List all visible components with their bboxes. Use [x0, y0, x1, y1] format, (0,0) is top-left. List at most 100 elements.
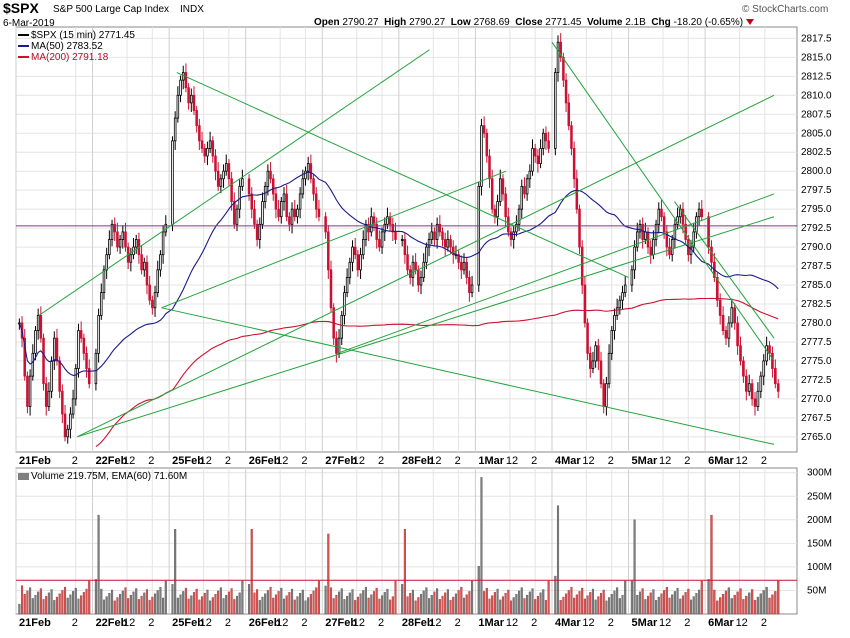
volume-x-tick-label: 12	[659, 617, 671, 629]
candle-body	[28, 375, 32, 407]
candle-body	[214, 155, 217, 172]
volume-bar	[391, 596, 394, 615]
candle-body	[644, 231, 647, 240]
volume-bar	[274, 594, 277, 615]
volume-bar	[649, 592, 652, 615]
volume-bar	[444, 592, 447, 615]
candle-body	[477, 185, 481, 286]
price-x-tick-label: 2	[301, 455, 307, 467]
price-x-tick-label: 26Feb	[249, 455, 281, 467]
trendline	[176, 72, 629, 278]
legend-price-text: $SPX (15 min) 2771.45	[31, 30, 135, 41]
candle-body	[34, 330, 37, 354]
volume-bar	[225, 594, 228, 615]
candle-body	[528, 170, 532, 180]
candle-body	[422, 261, 425, 278]
volume-bar	[74, 587, 77, 615]
volume-bar	[190, 595, 193, 615]
volume-bar	[174, 529, 177, 615]
volume-bar	[156, 590, 159, 615]
candle-body	[520, 185, 524, 210]
volume-bar	[616, 587, 619, 615]
volume-bar	[219, 587, 222, 615]
volume-bar	[411, 589, 414, 615]
candle-body	[771, 352, 774, 369]
price-tick-label: 2765.0	[801, 432, 832, 443]
volume-bar	[644, 599, 647, 615]
candle-body	[736, 322, 739, 347]
candle-body	[689, 246, 693, 256]
candle-body	[230, 178, 233, 202]
candle-body	[623, 284, 627, 294]
volume-bar	[315, 587, 318, 615]
volume-bar	[539, 592, 542, 615]
down-arrow-icon	[746, 19, 755, 26]
volume-x-tick-label: 2	[301, 617, 307, 629]
volume-bar	[504, 593, 507, 615]
volume-bar	[201, 596, 204, 615]
candle-body	[227, 163, 231, 180]
volume-bar	[417, 597, 420, 615]
candle-body	[63, 413, 67, 438]
volume-bar	[209, 600, 212, 615]
candle-body	[327, 231, 330, 271]
volume-bar	[250, 529, 253, 615]
volume-bar	[375, 587, 378, 615]
candle-body	[345, 277, 349, 294]
trendline	[38, 49, 430, 316]
volume-value: 2.1B	[625, 17, 646, 28]
price-tick-label: 2775.0	[801, 356, 832, 367]
candle-body	[335, 337, 338, 354]
candle-body	[82, 337, 86, 354]
candle-body	[206, 148, 209, 157]
candle-body	[241, 178, 244, 187]
price-tick-label: 2802.5	[801, 147, 832, 158]
volume-bar	[460, 586, 463, 615]
volume-bar	[692, 596, 695, 615]
candle-body	[159, 254, 162, 271]
price-tick-label: 2817.5	[801, 33, 832, 44]
candle-body	[618, 299, 622, 309]
volume-bar	[660, 593, 663, 615]
candle-body	[304, 170, 307, 180]
candle-body	[288, 216, 291, 225]
candle-body	[77, 330, 80, 369]
volume-bar	[406, 596, 409, 615]
volume-bar	[85, 588, 88, 615]
price-x-tick-label: 21Feb	[19, 455, 51, 467]
volume-bar	[665, 586, 668, 615]
candle-body	[583, 284, 587, 324]
candle-body	[727, 322, 731, 339]
candle-body	[235, 208, 239, 225]
candle-body	[391, 223, 395, 233]
candle-body	[274, 193, 278, 210]
volume-bar	[389, 599, 392, 615]
candle-body	[610, 330, 614, 354]
low-value: 2768.69	[473, 17, 510, 28]
candle-body	[468, 277, 471, 294]
volume-bar	[700, 580, 703, 615]
volume-bar	[446, 589, 449, 615]
volume-bar	[403, 529, 406, 615]
volume-bar	[602, 589, 605, 615]
volume-bar	[468, 591, 471, 615]
volume-bar	[20, 585, 24, 615]
volume-bar	[119, 594, 122, 615]
volume-bar	[102, 599, 106, 615]
volume-bar	[351, 589, 354, 615]
volume-bar	[465, 594, 468, 615]
volume-bar	[707, 579, 710, 615]
change-value: -18.20 (-0.65%)	[673, 17, 744, 28]
volume-bar	[261, 596, 264, 615]
candle-body	[641, 223, 644, 240]
volume-bar	[217, 590, 220, 615]
volume-bar	[679, 598, 682, 615]
volume-bar	[383, 592, 386, 615]
volume-bar	[264, 593, 267, 615]
volume-bar	[777, 580, 780, 615]
candle-body	[367, 223, 370, 233]
legend-volume: Volume 219.75M, EMA(60) 71.60M	[18, 471, 187, 482]
candle-body	[134, 239, 138, 248]
candle-body	[195, 110, 198, 127]
volume-bar	[182, 591, 185, 615]
